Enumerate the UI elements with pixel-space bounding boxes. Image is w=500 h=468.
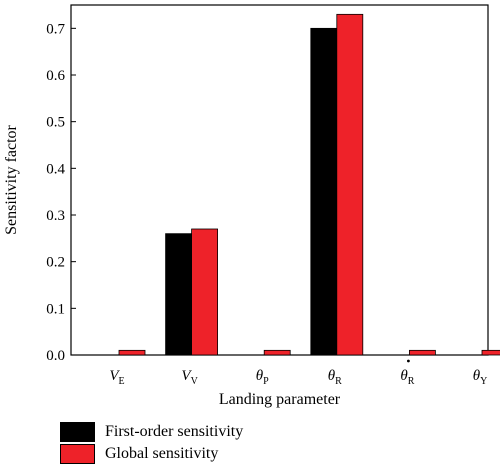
bar [310,27,338,356]
bar [118,349,146,356]
legend-label-first-order: First-order sensitivity [105,423,244,440]
legend: First-order sensitivity Global sensitivi… [60,421,243,465]
y-axis-title: Sensitivity factor [3,124,20,234]
x-axis: VE VV θP θR θR θY [109,359,488,387]
x-tick-label: θP [256,368,269,387]
y-axis: 0.0 0.1 0.2 0.3 0.4 0.5 0.6 0.7 [46,21,76,364]
x-tick-label: θR [328,368,342,387]
y-tick-label: 0.1 [46,301,65,317]
y-tick-label: 0.6 [46,68,65,84]
bars [118,13,500,356]
legend-swatch-global [60,444,95,464]
legend-swatch-first-order [60,422,95,442]
y-tick-label: 0.2 [46,255,65,271]
bar [165,233,193,356]
x-axis-title: Landing parameter [219,391,341,408]
bar [263,349,291,356]
legend-item-first-order: First-order sensitivity [60,421,243,443]
legend-item-global: Global sensitivity [60,443,243,465]
y-tick-label: 0.7 [46,21,65,37]
x-tick-label: VV [181,368,198,387]
dot-accent [407,359,410,363]
y-tick-label: 0.4 [46,161,65,177]
x-tick-label: θY [473,368,488,387]
x-tick-label: θR [400,368,414,387]
y-tick-label: 0.5 [46,115,65,131]
bar [191,228,219,356]
bar [336,13,364,356]
bar-chart: 0.0 0.1 0.2 0.3 0.4 0.5 0.6 0.7 VE VV θP θR θR θY La… [3,4,500,408]
bar [408,349,436,356]
y-tick-label: 0.0 [46,348,65,364]
x-tick-label: VE [109,368,124,387]
legend-label-global: Global sensitivity [105,445,219,462]
bar [481,349,500,356]
y-tick-label: 0.3 [46,208,65,224]
plot-frame [70,4,489,356]
